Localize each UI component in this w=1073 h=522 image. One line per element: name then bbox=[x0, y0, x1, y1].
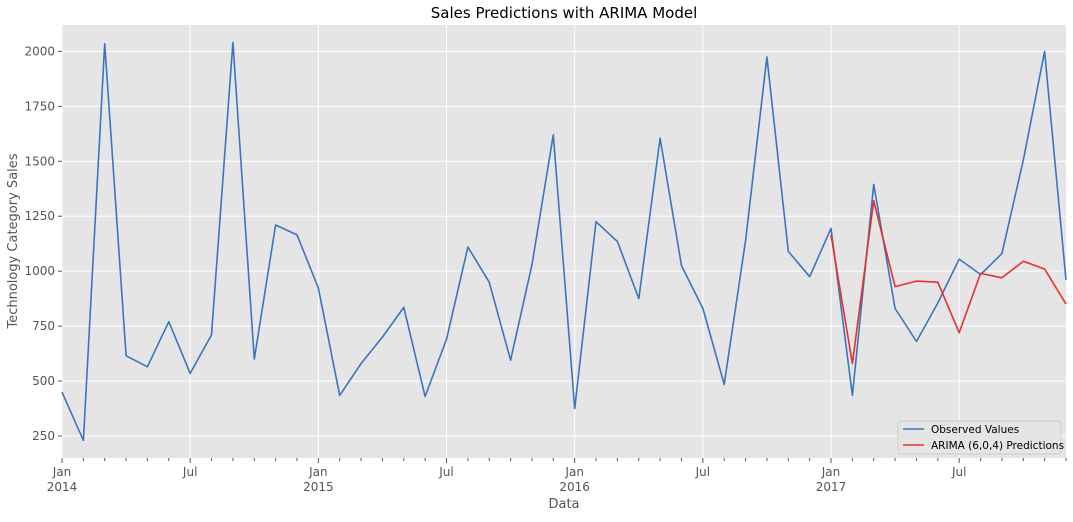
legend: Observed Values ARIMA (6,0,4) Prediction… bbox=[897, 420, 1064, 455]
y-tick-label: 1500 bbox=[24, 154, 55, 168]
x-tick-year-label: 2017 bbox=[816, 480, 847, 494]
y-tick-label: 1000 bbox=[24, 264, 55, 278]
legend-label-predictions: ARIMA (6,0,4) Predictions bbox=[931, 440, 1064, 452]
legend-label-observed: Observed Values bbox=[931, 424, 1019, 436]
arima-predictions-line bbox=[830, 200, 1067, 365]
x-tick-label: Jan bbox=[821, 465, 841, 479]
observed-values-line bbox=[61, 41, 1067, 442]
x-tick-label: Jan bbox=[308, 465, 328, 479]
x-tick-year-label: 2016 bbox=[559, 480, 590, 494]
y-tick-label: 2000 bbox=[24, 44, 55, 58]
y-tick-label: 1750 bbox=[24, 99, 55, 113]
plot-area bbox=[62, 25, 1066, 458]
x-tick-year-label: 2014 bbox=[47, 480, 78, 494]
x-tick-label: Jan bbox=[52, 465, 72, 479]
x-tick-year-label: 2015 bbox=[303, 480, 334, 494]
x-tick-label: Jul bbox=[695, 465, 710, 479]
y-tick-label: 1250 bbox=[24, 209, 55, 223]
x-tick-label: Jan bbox=[564, 465, 584, 479]
x-axis-title: Data bbox=[548, 497, 579, 512]
grid-lines bbox=[61, 25, 1066, 458]
y-tick-label: 500 bbox=[32, 374, 55, 388]
series-lines bbox=[61, 41, 1067, 442]
y-axis-title: Technology Category Sales bbox=[6, 153, 21, 329]
y-tick-label: 250 bbox=[32, 429, 55, 443]
legend-box bbox=[897, 420, 1062, 455]
x-tick-label: Jul bbox=[182, 465, 197, 479]
x-tick-label: Jul bbox=[951, 465, 966, 479]
chart-title: Sales Predictions with ARIMA Model bbox=[431, 4, 698, 22]
x-tick-label: Jul bbox=[438, 465, 453, 479]
y-tick-label: 750 bbox=[32, 319, 55, 333]
